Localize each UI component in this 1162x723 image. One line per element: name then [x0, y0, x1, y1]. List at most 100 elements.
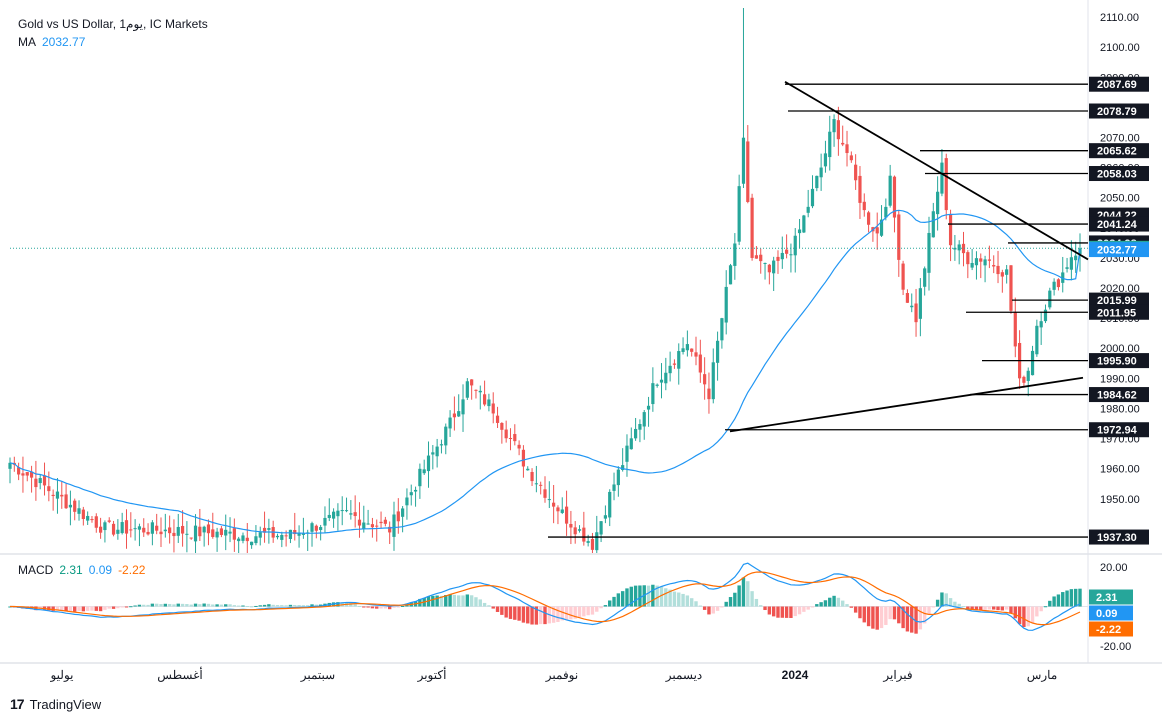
ascending-trendline[interactable]	[729, 376, 1084, 433]
candle-body[interactable]	[793, 235, 797, 256]
candle-body[interactable]	[707, 388, 711, 400]
candle-body[interactable]	[616, 469, 620, 486]
candle-body[interactable]	[211, 529, 215, 537]
candle-body[interactable]	[875, 227, 879, 234]
candle-body[interactable]	[832, 119, 836, 133]
candle-body[interactable]	[711, 362, 715, 400]
candle-body[interactable]	[621, 465, 625, 470]
candle-body[interactable]	[1052, 281, 1056, 290]
candle-body[interactable]	[245, 537, 249, 542]
candle-body[interactable]	[379, 521, 383, 524]
candle-body[interactable]	[1022, 376, 1026, 383]
candle-body[interactable]	[897, 214, 901, 260]
candle-body[interactable]	[17, 467, 21, 475]
candle-body[interactable]	[552, 502, 556, 507]
candle-body[interactable]	[715, 340, 720, 363]
candle-body[interactable]	[923, 268, 927, 287]
candle-body[interactable]	[409, 492, 413, 496]
candle-body[interactable]	[1026, 370, 1030, 381]
candle-body[interactable]	[569, 523, 573, 528]
candle-body[interactable]	[1005, 269, 1009, 275]
candle-body[interactable]	[1065, 267, 1069, 269]
candle-body[interactable]	[888, 175, 892, 206]
candle-body[interactable]	[879, 219, 884, 236]
candle-body[interactable]	[724, 286, 728, 323]
candle-body[interactable]	[288, 529, 293, 539]
candle-body[interactable]	[642, 412, 646, 427]
candle-body[interactable]	[996, 265, 1000, 275]
candle-body[interactable]	[806, 206, 810, 213]
candle-body[interactable]	[42, 475, 47, 486]
candle-body[interactable]	[866, 212, 871, 225]
candle-body[interactable]	[198, 526, 202, 537]
candle-body[interactable]	[841, 142, 845, 145]
candle-body[interactable]	[478, 390, 482, 393]
candle-body[interactable]	[495, 415, 500, 423]
candle-body[interactable]	[25, 472, 29, 476]
candle-body[interactable]	[629, 438, 633, 450]
candle-body[interactable]	[780, 252, 784, 260]
candle-body[interactable]	[81, 509, 85, 520]
candle-body[interactable]	[543, 489, 547, 498]
candle-body[interactable]	[293, 529, 297, 535]
candle-body[interactable]	[504, 429, 508, 439]
candle-body[interactable]	[672, 363, 677, 365]
candle-body[interactable]	[681, 348, 685, 352]
candle-body[interactable]	[331, 511, 336, 519]
candle-body[interactable]	[21, 473, 25, 476]
candle-body[interactable]	[612, 484, 616, 491]
candle-body[interactable]	[133, 528, 137, 530]
candle-body[interactable]	[759, 254, 763, 262]
candle-body[interactable]	[107, 520, 111, 522]
candle-body[interactable]	[737, 186, 741, 242]
candle-body[interactable]	[526, 468, 530, 471]
candle-body[interactable]	[603, 515, 608, 519]
candle-body[interactable]	[500, 422, 504, 430]
candle-body[interactable]	[1030, 350, 1035, 376]
candle-body[interactable]	[1039, 321, 1043, 328]
candle-body[interactable]	[694, 352, 698, 357]
candle-body[interactable]	[413, 489, 418, 492]
candle-body[interactable]	[776, 256, 780, 261]
candle-body[interactable]	[267, 528, 271, 530]
candle-body[interactable]	[974, 258, 979, 266]
candle-body[interactable]	[854, 164, 858, 181]
candle-body[interactable]	[168, 527, 172, 534]
candle-body[interactable]	[284, 535, 288, 537]
candle-body[interactable]	[936, 191, 940, 215]
candle-body[interactable]	[685, 344, 689, 351]
candle-body[interactable]	[823, 153, 828, 167]
candle-body[interactable]	[375, 525, 379, 527]
candle-body[interactable]	[94, 516, 98, 528]
candle-body[interactable]	[176, 526, 180, 536]
candle-body[interactable]	[534, 483, 538, 485]
tradingview-footer[interactable]: 17 TradingView	[10, 696, 101, 712]
candle-body[interactable]	[180, 525, 185, 534]
candle-body[interactable]	[690, 348, 694, 352]
candle-body[interactable]	[754, 255, 759, 259]
candle-body[interactable]	[763, 262, 767, 264]
candle-body[interactable]	[297, 532, 301, 536]
candle-body[interactable]	[487, 399, 491, 407]
candle-body[interactable]	[193, 525, 198, 542]
candle-body[interactable]	[185, 533, 189, 535]
candle-body[interactable]	[849, 155, 853, 161]
candle-body[interactable]	[698, 354, 702, 373]
candle-body[interactable]	[366, 523, 370, 525]
candle-body[interactable]	[129, 529, 133, 531]
candle-body[interactable]	[457, 411, 461, 417]
candle-body[interactable]	[422, 469, 426, 474]
candle-body[interactable]	[750, 197, 754, 258]
candle-body[interactable]	[655, 384, 659, 386]
candle-body[interactable]	[250, 541, 254, 546]
candle-body[interactable]	[353, 512, 357, 517]
candle-body[interactable]	[327, 514, 331, 519]
candle-body[interactable]	[948, 214, 953, 246]
candle-body[interactable]	[953, 247, 957, 250]
candle-body[interactable]	[979, 258, 983, 262]
candle-body[interactable]	[172, 532, 176, 537]
candle-body[interactable]	[547, 499, 551, 501]
candle-body[interactable]	[931, 211, 935, 238]
candle-body[interactable]	[910, 305, 914, 308]
candle-body[interactable]	[590, 538, 595, 550]
